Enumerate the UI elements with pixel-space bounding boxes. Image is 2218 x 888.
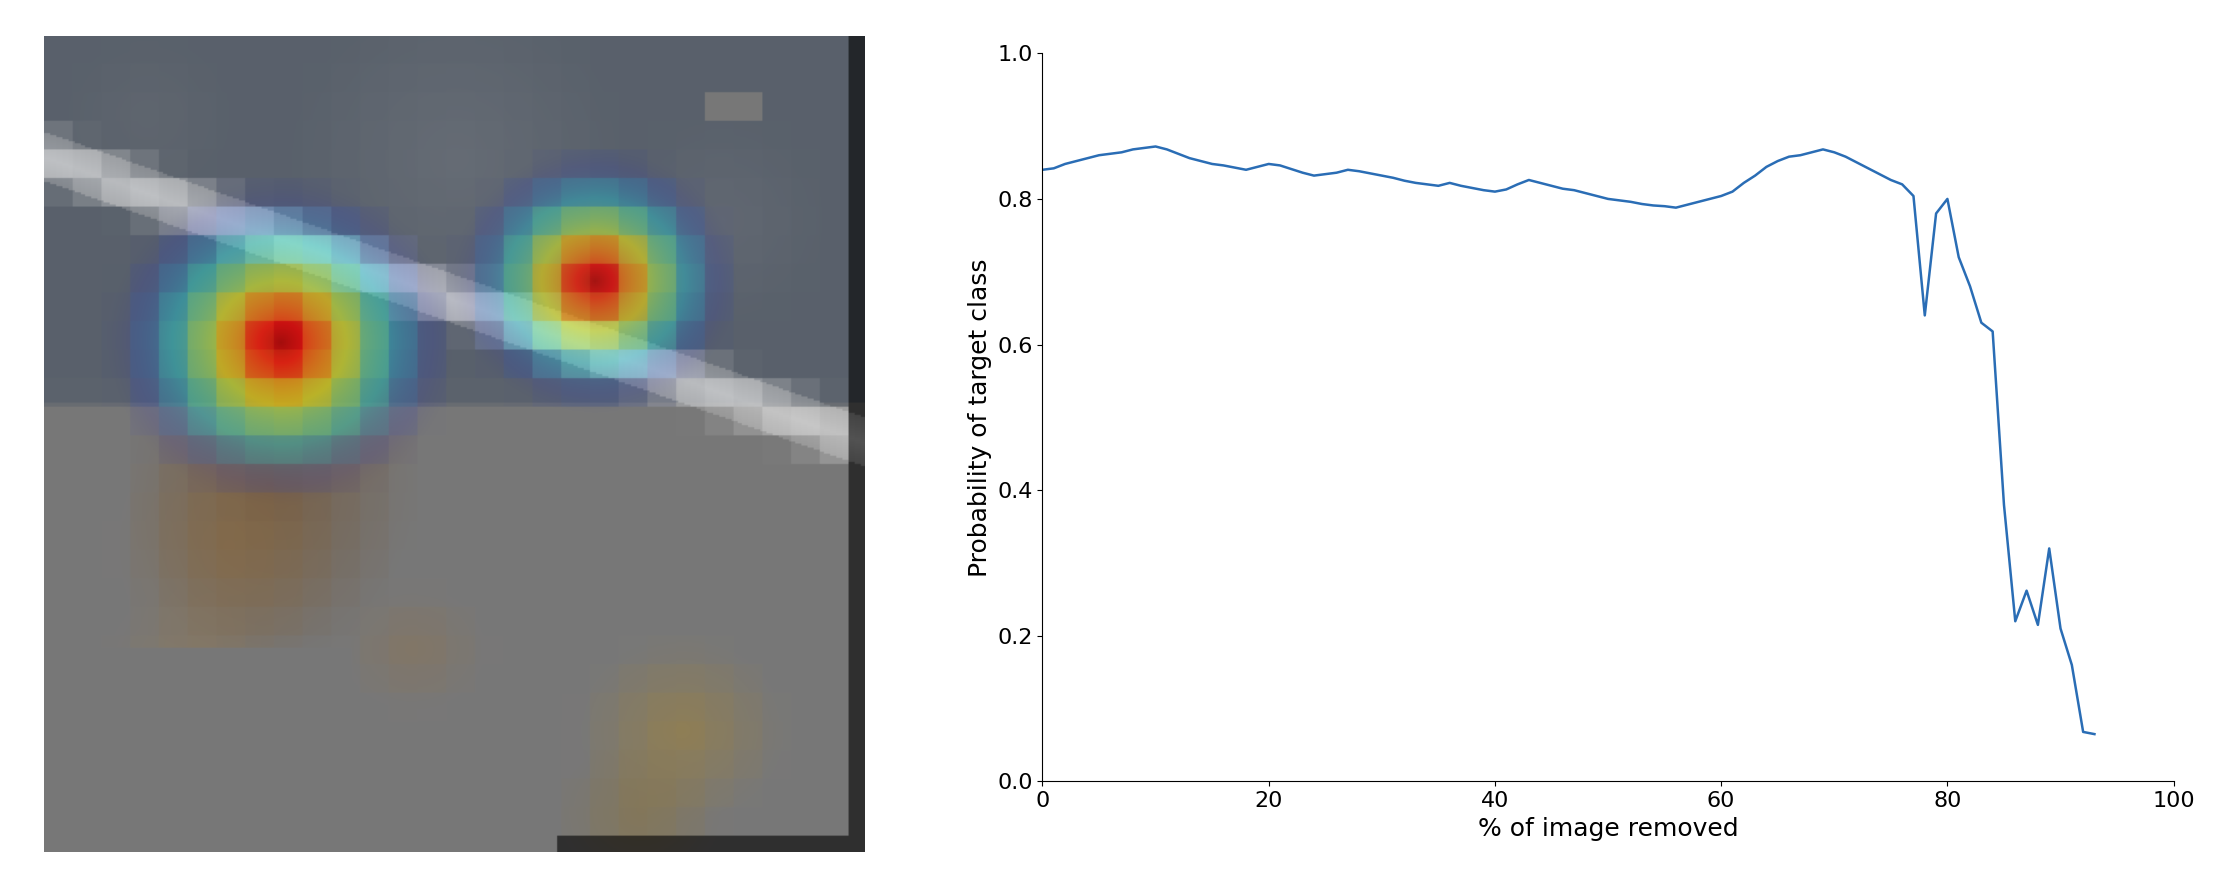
Y-axis label: Probability of target class: Probability of target class [967, 258, 991, 576]
X-axis label: % of image removed: % of image removed [1477, 817, 1739, 841]
